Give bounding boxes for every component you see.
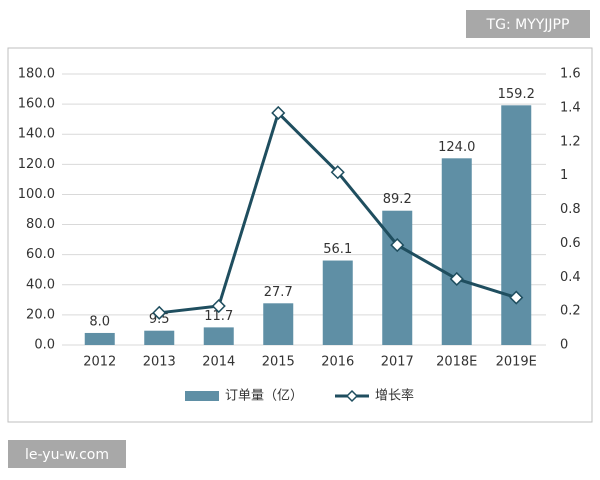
y-tick-label: 40.0 <box>26 277 55 292</box>
legend-swatch <box>185 391 219 401</box>
legend-marker <box>345 389 359 403</box>
x-tick-label: 2013 <box>143 355 176 370</box>
marker <box>152 305 167 320</box>
y-tick-label: 80.0 <box>26 217 55 232</box>
x-tick-label: 2014 <box>202 355 235 370</box>
marker <box>390 238 405 253</box>
bar <box>203 327 234 345</box>
y2-tick-label: 0.2 <box>560 304 581 319</box>
watermark: TG: MYYJJPP <box>486 17 570 33</box>
value-label: 8.0 <box>89 314 110 329</box>
x-tick-label: 2012 <box>83 355 116 370</box>
bar <box>144 330 175 345</box>
bar <box>263 303 294 345</box>
y2-tick-label: 1.6 <box>560 67 581 82</box>
marker <box>330 165 345 180</box>
watermark-box <box>8 440 126 468</box>
value-label: 159.2 <box>498 87 535 102</box>
watermark: le-yu-w.com <box>25 447 109 463</box>
bar <box>322 260 353 345</box>
y2-tick-label: 1 <box>560 168 568 183</box>
x-tick-label: 2019E <box>496 355 537 370</box>
legend-label: 增长率 <box>375 388 414 404</box>
marker <box>271 105 286 121</box>
bar <box>84 332 115 345</box>
watermark-box <box>466 10 590 38</box>
bar <box>441 158 472 345</box>
value-label: 89.2 <box>383 192 412 207</box>
value-label: 11.7 <box>204 309 233 324</box>
y2-tick-label: 0.8 <box>560 202 581 217</box>
x-tick-label: 2015 <box>262 355 295 370</box>
y-tick-label: 20.0 <box>26 307 55 322</box>
y2-tick-label: 0 <box>560 338 568 353</box>
y-tick-label: 140.0 <box>18 127 55 142</box>
y2-tick-label: 1.4 <box>560 100 581 115</box>
y2-tick-label: 1.2 <box>560 134 581 149</box>
value-label: 27.7 <box>264 285 293 300</box>
marker <box>211 298 226 314</box>
y-tick-label: 180.0 <box>18 67 55 82</box>
chart-frame <box>7 47 593 423</box>
value-label: 124.0 <box>438 140 475 155</box>
marker <box>449 271 464 287</box>
y2-tick-label: 0.6 <box>560 236 581 251</box>
y-tick-label: 160.0 <box>18 97 55 112</box>
x-tick-label: 2017 <box>381 355 414 370</box>
x-tick-label: 2018E <box>436 355 477 370</box>
y-tick-label: 0.0 <box>34 338 55 353</box>
marker <box>509 290 524 305</box>
x-tick-label: 2016 <box>321 355 354 370</box>
y2-tick-label: 0.4 <box>560 270 581 285</box>
legend-label: 订单量（亿） <box>225 389 303 404</box>
value-label: 56.1 <box>323 242 352 257</box>
bar <box>501 105 532 345</box>
y-tick-label: 100.0 <box>18 187 55 202</box>
y-tick-label: 60.0 <box>26 247 55 262</box>
y-tick-label: 120.0 <box>18 157 55 172</box>
